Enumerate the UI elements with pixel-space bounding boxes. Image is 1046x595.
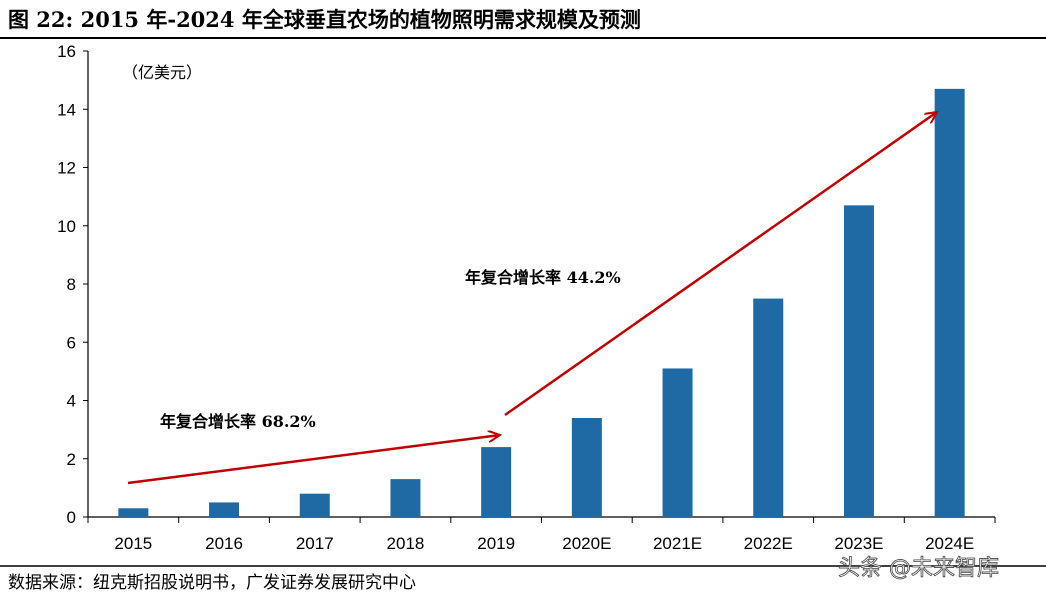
y-tick-label: 16 [57, 42, 76, 61]
x-tick-label: 2016 [205, 534, 243, 553]
bar-2017 [299, 493, 330, 517]
watermark: 头条 @未来智库 [838, 556, 999, 581]
growth-arrow-1 [127, 435, 500, 485]
y-tick-label: 0 [67, 508, 76, 527]
chart-title: 图 22: 2015 年-2024 年全球垂直农场的植物照明需求规模及预测 [8, 7, 641, 32]
y-axis: 0 2 4 6 8 10 12 14 16 [57, 42, 89, 527]
bar-2021E [662, 368, 693, 517]
bar-2022E [753, 298, 784, 517]
annotation-cagr-1: 年复合增长率 68.2% [160, 412, 316, 431]
x-tick-label: 2022E [744, 534, 793, 553]
bar-2020E [571, 417, 602, 517]
x-tick-label: 2021E [653, 534, 702, 553]
annotation-cagr-2: 年复合增长率 44.2% [465, 268, 621, 287]
bar-2015 [118, 508, 149, 517]
bar-2023E [843, 205, 874, 518]
y-tick-label: 14 [57, 100, 76, 119]
growth-arrow-2 [504, 112, 937, 417]
y-tick-label: 12 [57, 159, 76, 178]
unit-label: （亿美元） [122, 63, 202, 82]
x-tick-label: 2015 [114, 534, 152, 553]
x-tick-label: 2024E [925, 534, 974, 553]
bars [118, 88, 965, 518]
bar-2019 [481, 447, 512, 517]
source-note: 数据来源：纽克斯招股说明书，广发证券发展研究中心 [8, 573, 416, 593]
x-tick-label: 2023E [834, 534, 883, 553]
x-tick-label: 2018 [387, 534, 425, 553]
bar-2024E [934, 88, 965, 518]
bar-2018 [390, 479, 421, 517]
x-tick-label: 2017 [296, 534, 334, 553]
bar-2016 [209, 502, 240, 517]
y-tick-label: 8 [67, 275, 76, 294]
y-tick-label: 2 [67, 450, 76, 469]
y-tick-label: 4 [67, 392, 76, 411]
x-tick-label: 2019 [477, 534, 515, 553]
y-tick-label: 10 [57, 217, 76, 236]
y-tick-label: 6 [67, 333, 76, 352]
x-axis: 2015 2016 2017 2018 2019 2020E 2021E 2022E 2023E… [87, 516, 996, 553]
x-tick-label: 2020E [562, 534, 611, 553]
